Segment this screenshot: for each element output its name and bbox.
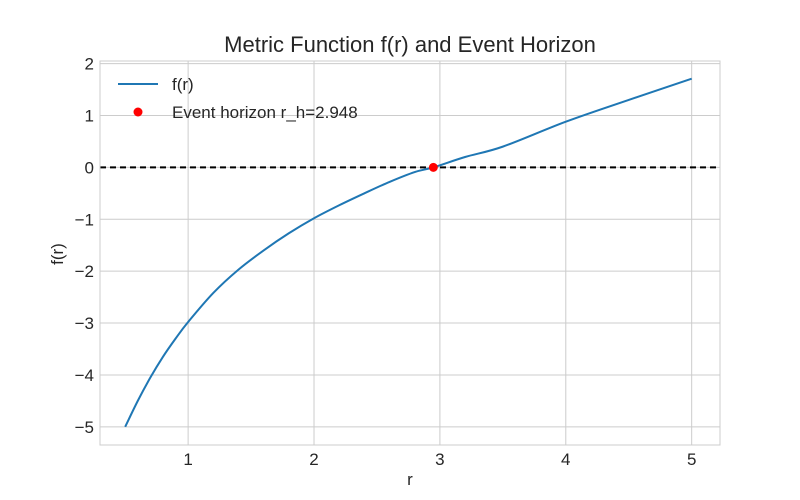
y-tick-label: −3: [75, 314, 94, 333]
x-axis-label: r: [407, 470, 413, 489]
legend: f(r) Event horizon r_h=2.948: [118, 75, 358, 122]
y-tick-label: 2: [85, 55, 94, 74]
x-tick-label: 3: [435, 450, 444, 469]
plot-area: [100, 61, 720, 445]
chart-title: Metric Function f(r) and Event Horizon: [224, 32, 596, 57]
y-axis-label: f(r): [48, 243, 67, 265]
event-horizon-point: [428, 162, 438, 172]
y-tick-label: 1: [85, 106, 94, 125]
y-tick-label: −1: [75, 210, 94, 229]
plot-frame: [99, 60, 721, 446]
legend-marker-swatch: [133, 107, 143, 117]
x-tick-label: 2: [309, 450, 318, 469]
y-tick-label: −4: [75, 366, 94, 385]
x-tick-label: 5: [687, 450, 696, 469]
x-tick-label: 4: [561, 450, 570, 469]
y-tick-label: 0: [85, 158, 94, 177]
series-line-f-r: [124, 77, 693, 428]
legend-label-series: f(r): [172, 75, 194, 94]
legend-label-event-horizon: Event horizon r_h=2.948: [172, 103, 358, 122]
y-tick-label: −5: [75, 418, 94, 437]
x-tick-label: 1: [183, 450, 192, 469]
y-tick-label: −2: [75, 262, 94, 281]
